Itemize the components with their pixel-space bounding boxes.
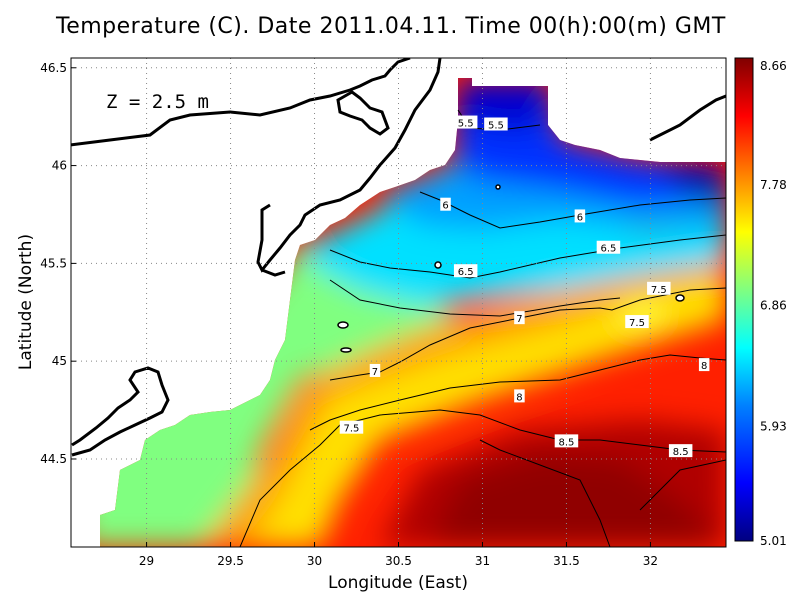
- x-tick-label: 32: [643, 554, 658, 568]
- y-tick-label: 45.5: [40, 256, 67, 270]
- contour-label-bg: [369, 363, 381, 377]
- contour-label: 6.5: [458, 267, 474, 278]
- contour-label-bg: [625, 315, 649, 329]
- x-tick-label: 30.5: [385, 554, 412, 568]
- colorbar-tick-label: 5.93: [760, 419, 787, 433]
- x-tick-label: 31: [475, 554, 490, 568]
- depth-label: Z = 2.5 m: [106, 91, 209, 113]
- contour-label: 6: [442, 201, 448, 212]
- contour-label: 8.5: [558, 437, 574, 448]
- contour-label-bg: [440, 197, 451, 211]
- contour-label: 8: [701, 361, 707, 372]
- contour-label: 7.5: [629, 318, 645, 329]
- contour-label-bg: [698, 358, 710, 372]
- contour-label-bg: [647, 281, 671, 295]
- contour-label: 5.5: [488, 121, 504, 132]
- colorbar-tick-label: 7.78: [760, 178, 787, 192]
- contour-label: 8: [516, 392, 522, 403]
- contour-label-bg: [668, 444, 693, 458]
- contour-label-bg: [514, 389, 525, 403]
- contour-labels: 5.5 5.5 6 6 6.5 6.5 7.5 7.5 7 7 8 8 7.5 8.5 8.5: [339, 115, 710, 458]
- y-tick-label: 46: [52, 159, 67, 173]
- x-axis-label: Longitude (East): [328, 573, 468, 593]
- coastline: [71, 58, 726, 457]
- x-tick-label: 29.5: [217, 554, 244, 568]
- x-tick-label: 29: [139, 554, 154, 568]
- contour-label: 6: [577, 212, 583, 223]
- contour-label: 8.5: [673, 447, 689, 458]
- y-tick-label: 44.5: [40, 452, 67, 466]
- y-axis: 44.5 45 45.5 46 46.5: [40, 61, 76, 466]
- grid-lines: [71, 58, 726, 547]
- y-axis-label: Latitude (North): [16, 234, 36, 370]
- x-tick-label: 31.5: [553, 554, 580, 568]
- contour-label: 7.5: [344, 424, 360, 435]
- contour-label: 7.5: [651, 285, 667, 296]
- x-tick-label: 30: [307, 554, 322, 568]
- y-tick-label: 46.5: [40, 61, 67, 75]
- contour-label-bg: [514, 311, 525, 325]
- contour-label-bg: [484, 117, 508, 131]
- colorbar-tick-label: 6.86: [760, 299, 787, 313]
- contour-label: 6.5: [600, 244, 616, 255]
- colorbar-tick-label: 5.01: [760, 534, 787, 548]
- contour-label: 7: [372, 367, 378, 378]
- contour-label-bg: [453, 264, 478, 278]
- colorbar-ticks: 8.66 7.78 6.86 5.93 5.01: [760, 59, 787, 548]
- x-axis: 29 29.5 30 30.5 31 31.5 32: [139, 542, 658, 568]
- contour-label-bg: [554, 434, 579, 448]
- contour-label: 5.5: [458, 119, 474, 130]
- contour-label-bg: [453, 115, 478, 129]
- y-tick-label: 45: [52, 354, 67, 368]
- colorbar: [734, 57, 754, 542]
- contour-label-bg: [596, 240, 621, 254]
- contour-label-bg: [339, 420, 364, 434]
- contour-label-bg: [574, 209, 586, 223]
- contour-label: 7: [516, 314, 522, 325]
- colorbar-tick-label: 8.66: [760, 59, 787, 73]
- chart-title: Temperature (C). Date 2011.04.11. Time 0…: [56, 14, 726, 39]
